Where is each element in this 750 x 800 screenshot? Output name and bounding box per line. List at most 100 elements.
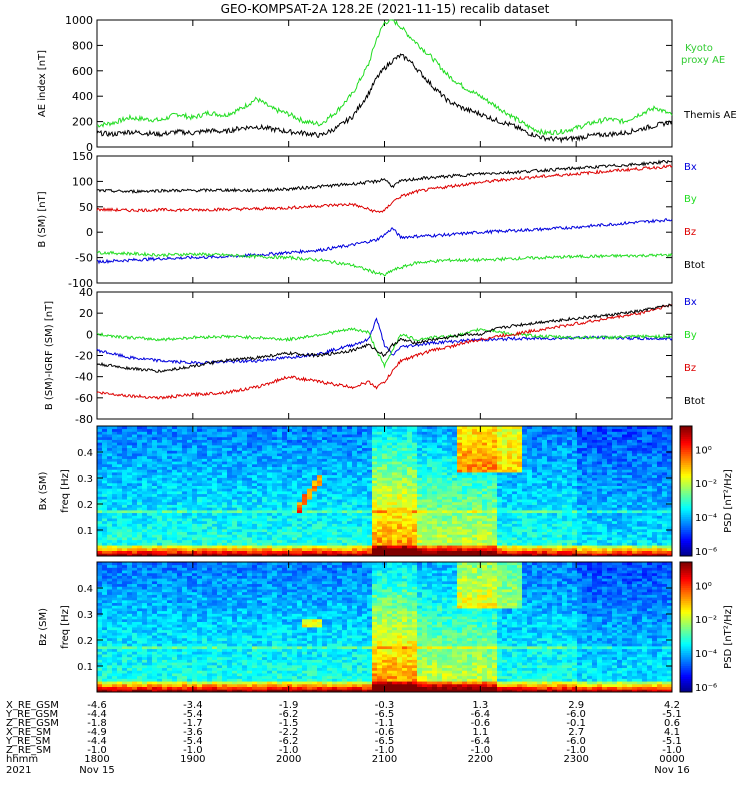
psd-cell <box>307 461 313 465</box>
psd-cell <box>462 537 468 541</box>
psd-cell <box>512 512 518 516</box>
psd-cell <box>112 518 118 522</box>
psd-cell <box>137 518 143 522</box>
psd-cell <box>262 428 268 432</box>
psd-cell <box>502 501 508 505</box>
psd-cell <box>462 474 468 478</box>
psd-cell <box>452 431 458 435</box>
psd-cell <box>342 553 348 557</box>
psd-cell <box>257 461 263 465</box>
psd-cell <box>422 426 428 430</box>
psd-cell <box>187 436 193 440</box>
psd-cell <box>532 461 538 465</box>
psd-cell <box>267 426 273 430</box>
psd-cell <box>152 499 158 503</box>
psd-cell <box>492 477 498 481</box>
psd-cell <box>382 501 388 505</box>
psd-cell <box>212 526 218 530</box>
psd-cell <box>317 488 323 492</box>
psd-cell <box>187 472 193 476</box>
psd-cell <box>332 550 338 554</box>
psd-cell <box>222 477 228 481</box>
psd-cell <box>152 542 158 546</box>
psd-cell <box>382 453 388 457</box>
psd-cell <box>347 444 353 449</box>
psd-cell <box>502 545 508 549</box>
psd-cell <box>192 507 198 511</box>
psd-cell <box>287 520 293 524</box>
psd-cell <box>347 501 353 505</box>
psd-cell <box>442 528 448 533</box>
psd-cell <box>187 447 193 451</box>
psd-cell <box>277 436 283 440</box>
psd-cell <box>187 480 193 484</box>
psd-cell <box>307 439 313 443</box>
psd-cell <box>267 474 273 478</box>
psd-cell <box>377 450 383 454</box>
psd-cell <box>127 466 133 470</box>
psd-cell <box>247 442 253 446</box>
psd-cell <box>102 450 108 454</box>
psd-cell <box>337 480 343 484</box>
psd-cell <box>142 450 148 454</box>
psd-cell <box>452 447 458 451</box>
psd-cell <box>402 431 408 435</box>
psd-cell <box>172 537 178 541</box>
psd-cell <box>522 466 528 470</box>
psd-cell <box>162 480 168 484</box>
psd-cell <box>292 455 298 459</box>
psd-cell <box>582 526 588 530</box>
psd-cell <box>367 461 373 465</box>
psd-cell <box>142 491 148 495</box>
psd-cell <box>342 504 348 508</box>
psd-cell <box>572 469 578 473</box>
psd-cell <box>577 439 583 443</box>
psd-cell <box>282 496 288 500</box>
psd-cell <box>337 431 343 435</box>
psd-cell <box>417 447 423 451</box>
psd-cell <box>147 447 153 451</box>
psd-cell <box>542 553 548 557</box>
psd-cell <box>287 539 293 543</box>
psd-cell <box>192 426 198 430</box>
psd-cell <box>437 480 443 484</box>
psd-cell <box>342 474 348 478</box>
psd-cell <box>587 444 593 449</box>
psd-cell <box>117 550 123 554</box>
psd-cell <box>582 504 588 508</box>
psd-cell <box>102 480 108 484</box>
psd-cell <box>247 515 253 519</box>
psd-cell <box>112 507 118 511</box>
psd-cell <box>112 539 118 543</box>
psd-cell <box>252 431 258 435</box>
psd-cell <box>377 439 383 443</box>
psd-cell <box>282 501 288 505</box>
psd-cell <box>402 436 408 440</box>
psd-cell <box>192 518 198 522</box>
psd-cell <box>567 482 573 486</box>
psd-cell <box>542 474 548 478</box>
psd-cell <box>532 550 538 554</box>
psd-cell <box>437 472 443 476</box>
psd-cell <box>562 531 568 535</box>
psd-cell <box>112 450 118 454</box>
psd-cell <box>107 509 113 514</box>
psd-cell <box>182 469 188 473</box>
psd-cell <box>397 501 403 505</box>
psd-cell <box>232 501 238 505</box>
psd-cell <box>437 488 443 492</box>
psd-cell <box>102 447 108 451</box>
psd-cell <box>397 466 403 470</box>
psd-cell <box>357 436 363 440</box>
psd-cell <box>117 472 123 476</box>
psd-cell <box>392 520 398 524</box>
psd-cell <box>527 466 533 470</box>
psd-cell <box>197 496 203 500</box>
psd-cell <box>562 450 568 454</box>
psd-cell <box>497 450 503 454</box>
psd-cell <box>237 504 243 508</box>
psd-cell <box>457 491 463 495</box>
psd-cell <box>167 553 173 557</box>
psd-cell <box>317 453 323 457</box>
psd-cell <box>357 520 363 524</box>
